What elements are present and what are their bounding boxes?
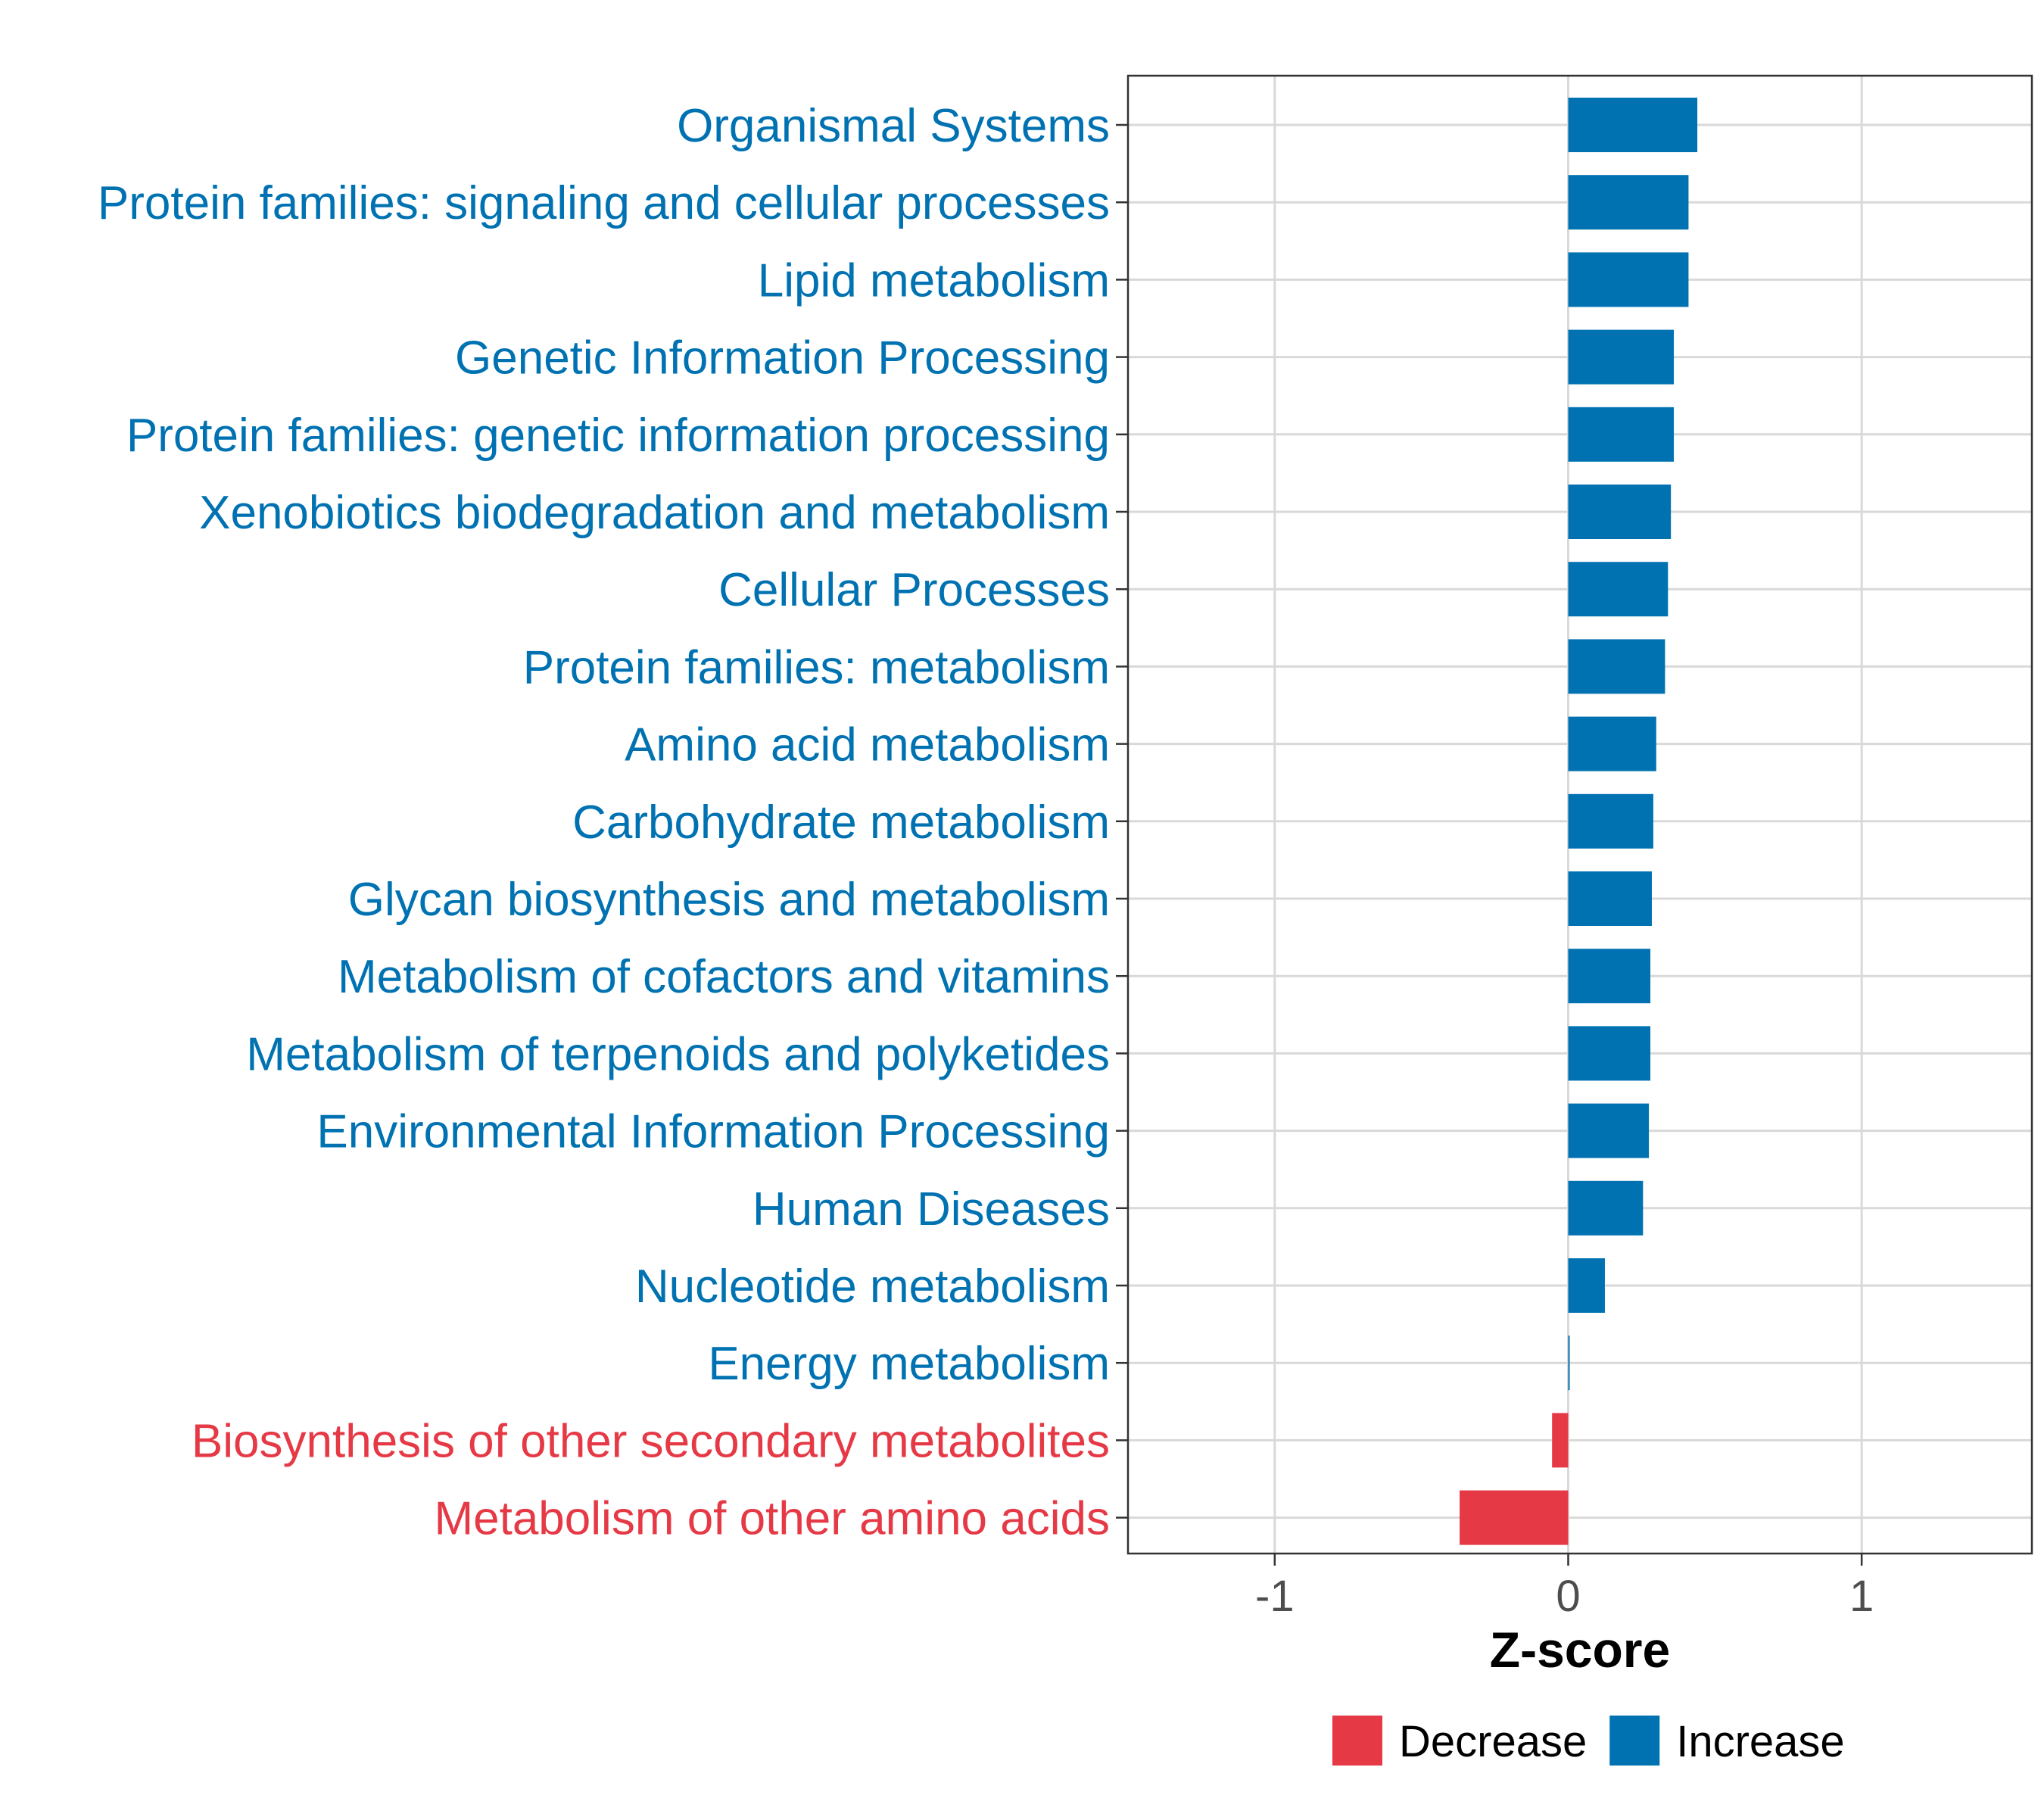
category-label: Organismal Systems — [677, 100, 1110, 152]
x-tick-label: 0 — [1556, 1572, 1580, 1621]
x-tick-label: -1 — [1255, 1572, 1295, 1621]
category-label: Protein families: signaling and cellular… — [98, 177, 1110, 229]
legend-swatch — [1332, 1716, 1382, 1766]
bar — [1568, 716, 1656, 771]
category-label: Amino acid metabolism — [625, 719, 1110, 771]
category-label: Genetic Information Processing — [455, 332, 1110, 385]
legend-swatch — [1609, 1716, 1660, 1766]
category-label: Human Diseases — [752, 1183, 1110, 1236]
bar — [1568, 407, 1675, 462]
bar — [1460, 1490, 1569, 1545]
category-label: Metabolism of terpenoids and polyketides — [246, 1028, 1110, 1080]
category-label: Environmental Information Processing — [316, 1106, 1110, 1158]
x-axis-ticks: -1 0 1 — [1255, 1554, 1874, 1621]
bar — [1568, 949, 1651, 1004]
category-label: Energy metabolism — [708, 1338, 1110, 1390]
category-label: Xenobiotics biodegradation and metabolis… — [199, 487, 1110, 539]
bar — [1568, 1103, 1650, 1158]
bar — [1568, 1258, 1605, 1313]
category-label: Protein families: genetic information pr… — [126, 410, 1110, 462]
bar — [1568, 485, 1672, 539]
legend-label: Increase — [1676, 1717, 1844, 1766]
bar — [1568, 639, 1665, 694]
category-label: Carbohydrate metabolism — [572, 796, 1110, 849]
bars — [1460, 98, 1698, 1545]
category-label: Metabolism of cofactors and vitamins — [338, 951, 1110, 1003]
legend-label: Decrease — [1399, 1717, 1587, 1766]
bar — [1568, 1026, 1651, 1081]
category-label: Cellular Processes — [718, 564, 1110, 616]
category-label: Metabolism of other amino acids — [434, 1493, 1110, 1545]
legend: Decrease Increase — [1332, 1716, 1845, 1766]
x-axis-title: Z-score — [1490, 1622, 1670, 1678]
category-label: Glycan biosynthesis and metabolism — [348, 874, 1110, 926]
bar — [1568, 329, 1675, 385]
bar — [1568, 1335, 1570, 1391]
bar — [1568, 1180, 1644, 1236]
x-tick-label: 1 — [1849, 1572, 1874, 1621]
bar — [1568, 175, 1689, 230]
category-label: Biosynthesis of other secondary metaboli… — [192, 1415, 1110, 1467]
bar — [1568, 562, 1669, 617]
y-axis-ticks: Organismal Systems Protein families: sign… — [98, 100, 1128, 1545]
category-label: Nucleotide metabolism — [635, 1261, 1110, 1313]
bar — [1568, 793, 1653, 849]
bar — [1552, 1413, 1569, 1468]
bar — [1568, 871, 1652, 926]
category-label: Lipid metabolism — [758, 254, 1110, 307]
panel-border — [1126, 74, 2033, 1555]
category-label: Protein families: metabolism — [523, 641, 1110, 693]
bar — [1568, 252, 1689, 307]
bar — [1568, 98, 1698, 152]
